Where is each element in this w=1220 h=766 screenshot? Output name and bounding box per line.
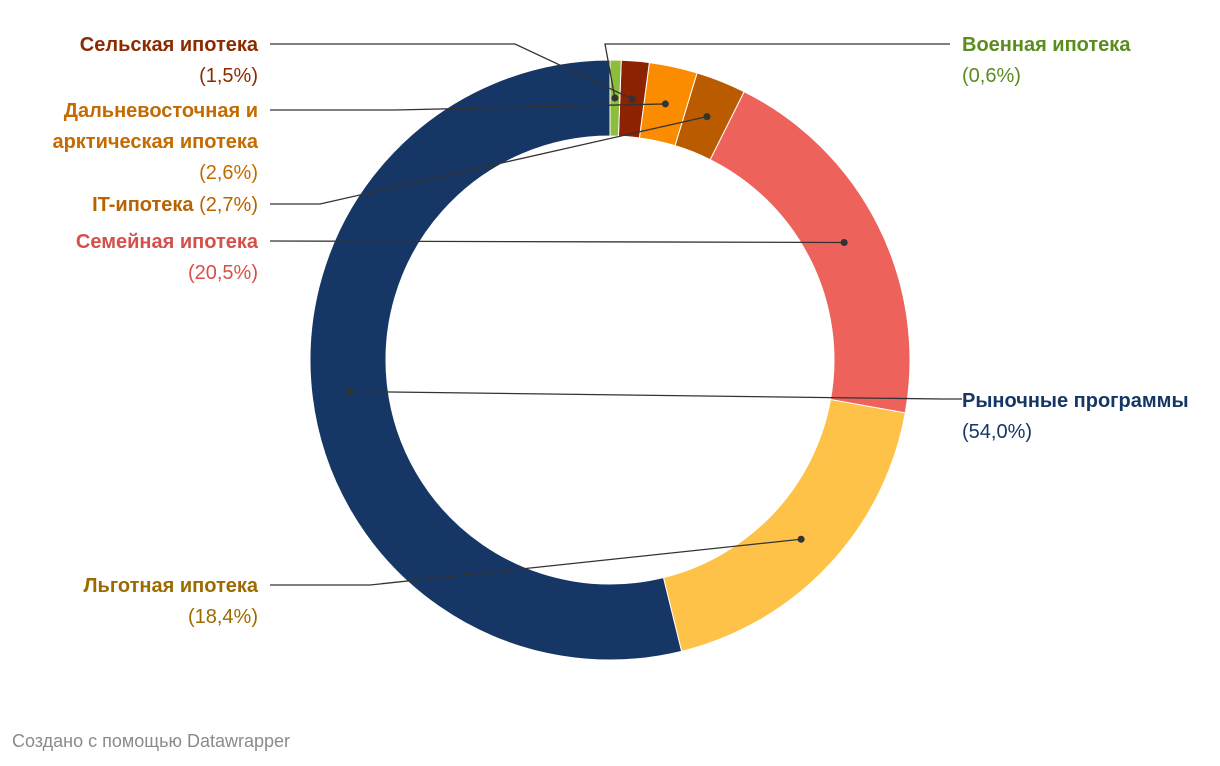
slice-рыночные-программы [309, 59, 683, 661]
leader-line-семейная-ипотека [269, 240, 845, 244]
label-name: Семейная ипотека [76, 231, 259, 253]
slice-labels: Рыночные программы (54,0%) Льготная ипотек… [52, 34, 1188, 628]
label-name: IT-ипотека [92, 194, 199, 216]
label-percent: (54,0%) [962, 421, 1032, 443]
leader-lines [269, 43, 962, 586]
leader-dot-дальневосточная-и-арктическая-ипотека [661, 100, 669, 108]
label-name: Льготная ипотека [84, 575, 259, 597]
leader-dot-рыночные-программы [346, 388, 354, 396]
leader-line-сельская-ипотека [270, 43, 633, 100]
label-семейная-ипотека: Семейная ипотека (20,5%) [76, 231, 259, 284]
label-сельская-ипотека: Сельская ипотека (1,5%) [80, 34, 259, 87]
label-percent: (18,4%) [188, 606, 258, 628]
label-льготная-ипотека: Льготная ипотека (18,4%) [84, 575, 259, 628]
leader-dot-льготная-ипотека [797, 535, 805, 543]
label-percent: (0,6%) [962, 65, 1021, 87]
label-name: Военная ипотека [962, 34, 1131, 56]
leader-line-дальневосточная-и-арктическая-ипотека [270, 103, 666, 111]
label-рыночные-программы: Рыночные программы (54,0%) [962, 390, 1189, 443]
credit-footer: Создано с помощью Datawrapper [12, 731, 291, 751]
leader-line-it-ипотека [270, 115, 708, 205]
label-percent: (2,7%) [199, 194, 258, 216]
slice-льготная-ипотека [662, 398, 906, 652]
leader-dot-семейная-ипотека [840, 238, 848, 246]
leader-dot-военная-ипотека [611, 94, 619, 102]
label-name: арктическая ипотека [52, 131, 258, 153]
label-военная-ипотека: Военная ипотека (0,6%) [962, 34, 1131, 87]
leader-line-рыночные-программы [349, 390, 962, 400]
donut-slices [309, 59, 911, 661]
label-percent: (2,6%) [199, 162, 258, 184]
slice-семейная-ипотека [709, 90, 911, 414]
label-name: Дальневосточная и [64, 100, 258, 122]
label-it-ипотека: IT-ипотека (2,7%) [92, 194, 258, 216]
leader-dot-it-ипотека [703, 113, 711, 121]
label-name: Сельская ипотека [80, 34, 259, 56]
leader-dot-сельская-ипотека [628, 95, 636, 103]
label-percent: (1,5%) [199, 65, 258, 87]
label-name: Рыночные программы [962, 390, 1189, 412]
leader-line-военная-ипотека [604, 43, 950, 99]
label-percent: (20,5%) [188, 262, 258, 284]
label-дальневосточная-и-арктическая-ипотека: Дальневосточная и арктическая ипотека (2,6… [52, 100, 258, 184]
leader-line-льготная-ипотека [270, 538, 802, 586]
